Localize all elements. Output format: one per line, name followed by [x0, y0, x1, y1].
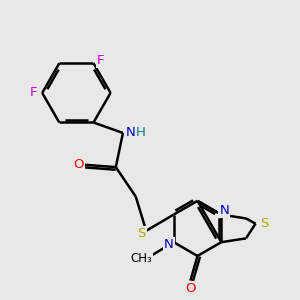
Text: N: N	[164, 238, 174, 251]
Text: H: H	[136, 126, 146, 140]
Text: O: O	[185, 282, 196, 295]
Text: S: S	[260, 217, 268, 230]
Text: N: N	[219, 204, 229, 217]
Text: CH₃: CH₃	[130, 252, 152, 265]
Text: N: N	[125, 126, 135, 140]
Text: F: F	[97, 54, 104, 67]
Text: S: S	[137, 226, 146, 240]
Text: O: O	[73, 158, 83, 171]
Text: F: F	[30, 86, 38, 99]
